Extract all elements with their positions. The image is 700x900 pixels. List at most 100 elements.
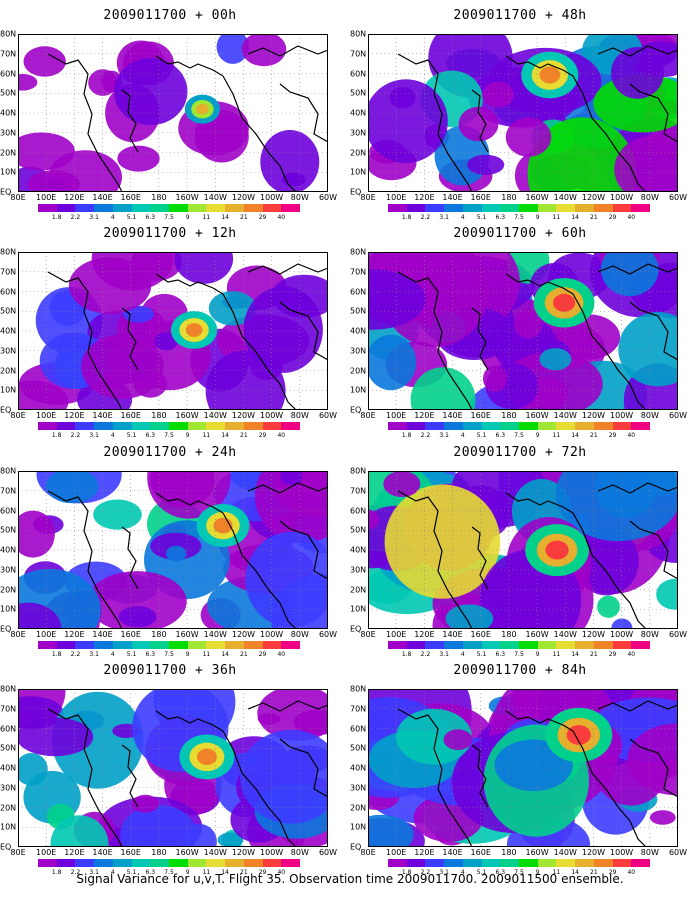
colorbar-cell [94, 859, 113, 867]
colorbar-cell [75, 422, 95, 430]
longitude-tick-label: 180 [151, 411, 167, 420]
coastline [222, 512, 297, 629]
longitude-tick-label: 140W [553, 193, 577, 202]
latitude-tick-label: 20N [350, 148, 367, 157]
latitude-tick-label: 50N [350, 88, 367, 98]
latitude-tick-label: 40N [350, 545, 367, 555]
colorbar-tick-label: 40 [277, 869, 286, 876]
map-frame [18, 34, 328, 192]
colorbar-labels: 1.8 2.2 3.1 4 5.1 6.3 7.5 9 11 14 21 29 40 [38, 651, 300, 661]
map-area [18, 34, 328, 192]
latitude-tick-label: 10N [350, 167, 367, 177]
map-frame [18, 252, 328, 410]
variance-maximum [185, 323, 203, 337]
colorbar-tick-label: 21 [240, 651, 248, 658]
longitude-tick-label: 120W [231, 193, 256, 202]
colorbar-cell [150, 641, 170, 649]
colorbar-tick-label: 1.8 [401, 432, 412, 439]
variance-contour [527, 117, 637, 192]
variance-contour [18, 753, 48, 786]
map-frame [368, 471, 678, 629]
colorbar-cell [537, 859, 557, 867]
colorbar-cell [500, 859, 520, 867]
colorbar-cell [206, 204, 226, 212]
colorbar-tick-label: 2.2 [420, 651, 431, 658]
coastline [47, 708, 123, 847]
colorbar-tick-label: 2.2 [70, 432, 81, 439]
longitude-tick-label: 120E [64, 193, 85, 202]
map-area [18, 689, 328, 847]
colorbar-cell [425, 641, 445, 649]
variance-contour [539, 348, 572, 371]
variance-contour [656, 578, 678, 610]
colorbar-tick-label: 11 [202, 869, 211, 876]
panel-title: 2009011700 + 24h [103, 445, 237, 460]
colorbar-cell [38, 204, 57, 212]
variance-contour [87, 571, 187, 629]
longitude-tick-label: 140W [203, 411, 227, 420]
colorbar-tick-label: 11 [202, 214, 211, 221]
colorbar-tick-label: 2.2 [420, 432, 431, 439]
variance-contour [368, 269, 426, 330]
colorbar-cell [206, 422, 226, 430]
variance-contour [380, 252, 489, 347]
variance-contour [611, 47, 664, 99]
longitude-tick-label: 80E [10, 848, 26, 857]
coastline [471, 744, 489, 808]
colorbar-tick-label: 1.8 [401, 214, 412, 221]
colorbar-tick-label: 6.3 [495, 432, 506, 439]
colorbar-cell [593, 859, 613, 867]
longitude-tick-label: 80W [290, 848, 309, 857]
coastline [121, 307, 139, 371]
map-area [368, 689, 678, 847]
panel-title: 2009011700 + 36h [103, 663, 237, 678]
colorbar-tick-label: 21 [590, 869, 598, 876]
variance-contour [18, 717, 94, 757]
colorbar-tick-label: 2.2 [70, 214, 81, 221]
longitude-tick-label: 100E [386, 411, 407, 420]
colorbar-cell [243, 641, 263, 649]
longitude-tick-label: 80E [360, 193, 376, 202]
coastline [629, 520, 678, 580]
colorbar-cell [500, 204, 520, 212]
colorbar-cell [187, 641, 207, 649]
colorbar-tick-label: 11 [202, 651, 211, 658]
colorbar-tick-label: 4 [460, 214, 465, 221]
colorbar [38, 422, 301, 430]
coastline [505, 55, 574, 77]
colorbar-cell [112, 859, 132, 867]
latitude-tick-label: 10N [0, 822, 17, 832]
map-panel: 2009011700 + 36h 80N 70N 60N 50N 40N 30N 20N 10N… [0, 663, 340, 881]
colorbar-tick-label: 4 [460, 432, 465, 439]
colorbar-tick-label: 9 [535, 651, 540, 658]
colorbar-tick-label: 7.5 [514, 869, 524, 876]
variance-contour [445, 604, 494, 629]
colorbar-cell [444, 859, 463, 867]
colorbar-tick-label: 3.1 [439, 214, 449, 221]
longitude-tick-label: 100W [260, 848, 284, 857]
colorbar-tick-label: 40 [277, 432, 286, 439]
colorbar-tick-label: 9 [535, 869, 540, 876]
colorbar-cell [56, 641, 76, 649]
colorbar-cell [556, 859, 576, 867]
colorbar-cell [519, 422, 538, 430]
coastline [279, 301, 328, 361]
coastline [397, 708, 473, 847]
colorbar-cell [406, 422, 426, 430]
colorbar-cell [187, 422, 207, 430]
colorbar-tick-label: 6.3 [495, 869, 506, 876]
longitude-tick-label: 60W [318, 193, 338, 202]
colorbar-cell [150, 204, 170, 212]
colorbar-cell [262, 859, 282, 867]
colorbar-tick-label: 6.3 [495, 214, 506, 221]
colorbar-cell [575, 641, 594, 649]
colorbar-cell [131, 641, 151, 649]
colorbar-tick-label: 6.3 [145, 651, 156, 658]
longitude-tick-label: 100W [610, 193, 634, 202]
coastline [505, 710, 574, 732]
colorbar-cell [112, 422, 132, 430]
longitude-tick-label: 120E [414, 630, 435, 639]
latitude-tick-label: 10N [0, 604, 17, 614]
map-frame [368, 252, 678, 410]
colorbar-tick-label: 9 [535, 214, 540, 221]
